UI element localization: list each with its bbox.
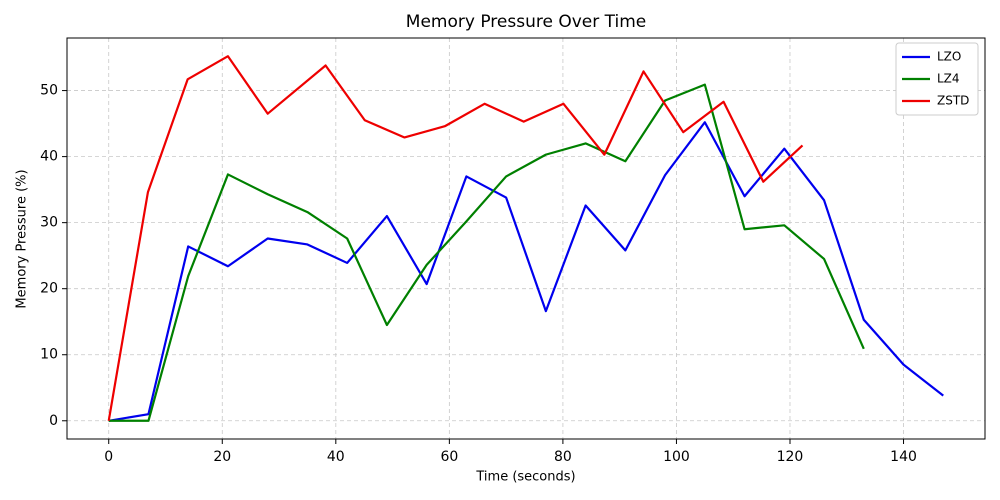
legend: LZO LZ4 ZSTD: [895, 42, 979, 116]
y-tick-label: 10: [40, 347, 58, 363]
x-tick-label: 140: [890, 449, 917, 465]
y-tick-label: 50: [40, 83, 58, 99]
legend-label: ZSTD: [937, 94, 969, 108]
x-axis-label: Time (seconds): [475, 470, 575, 485]
chart-title: Memory Pressure Over Time: [406, 12, 646, 32]
x-tick-label: 120: [777, 449, 804, 465]
y-tick-label: 40: [40, 149, 58, 165]
legend-label: LZ4: [937, 72, 960, 86]
plot-frame: [66, 37, 986, 440]
series-line: [108, 121, 944, 422]
y-tick-label: 20: [40, 281, 58, 297]
x-tick-label: 40: [327, 449, 345, 465]
legend-label: LZO: [937, 50, 961, 64]
x-tick-label: 80: [554, 449, 572, 465]
series-line: [107, 55, 804, 421]
x-tick-label: 0: [104, 449, 113, 465]
x-tick-label: 60: [440, 449, 458, 465]
y-axis-label: Memory Pressure (%): [15, 169, 30, 308]
legend-box: [895, 42, 979, 116]
y-tick-label: 0: [49, 413, 58, 429]
y-tick-label: 30: [40, 215, 58, 231]
series-line: [108, 83, 865, 422]
x-tick-label: 100: [663, 449, 690, 465]
x-tick-label: 20: [213, 449, 231, 465]
